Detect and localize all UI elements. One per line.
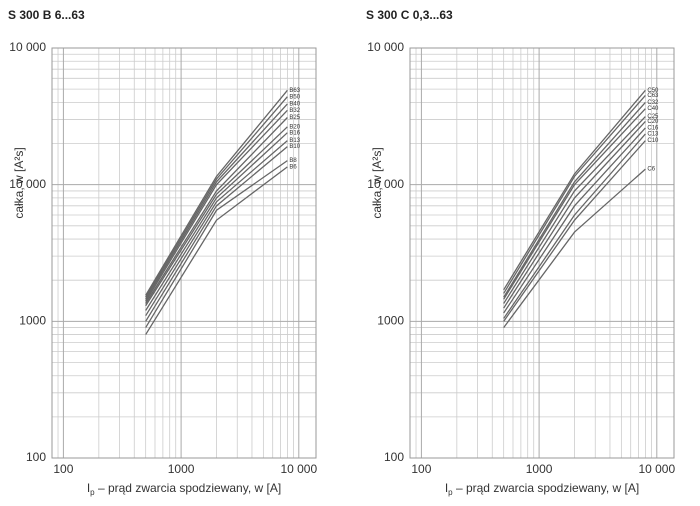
- chart-title: S 300 C 0,3...63: [366, 8, 453, 22]
- y-axis-label: całka, w [A²s]: [370, 147, 384, 218]
- series-line: [503, 94, 646, 294]
- series-label: C20: [647, 119, 659, 125]
- x-label-main: I: [445, 481, 448, 495]
- x-tick-label: 100: [53, 462, 73, 476]
- series-line: [145, 126, 288, 307]
- series-label: B8: [289, 158, 297, 164]
- series-line: [503, 108, 646, 300]
- series-line: [503, 89, 646, 291]
- plot-frame: [409, 47, 675, 459]
- series-label: B16: [289, 130, 300, 136]
- series-label: B6: [289, 164, 297, 170]
- series-line: [145, 160, 288, 328]
- series-line: [145, 132, 288, 311]
- y-tick-label: 10 000: [9, 40, 46, 54]
- y-axis-label: całka, w [A²s]: [12, 147, 26, 218]
- series-label: C63: [647, 93, 659, 99]
- chart-title: S 300 B 6...63: [8, 8, 85, 22]
- y-tick-label: 10 000: [367, 40, 404, 54]
- y-tick-label: 100: [26, 450, 46, 464]
- series-line: [503, 127, 646, 314]
- series-line: [503, 116, 646, 304]
- series-line: [503, 168, 646, 328]
- x-label-main: I: [87, 481, 90, 495]
- series-line: [145, 140, 288, 317]
- chart: S 300 C 0,3...63 100 1000 10 000 100 1000 10 0…: [366, 8, 675, 497]
- series-line: [503, 140, 646, 322]
- x-axis-label: Ip – prąd zwarcia spodziewany, w [A]: [445, 481, 639, 497]
- series-label: C10: [647, 138, 659, 144]
- series-label: B20: [289, 124, 300, 130]
- series-label: C25: [647, 114, 659, 120]
- series-label: B63: [289, 88, 300, 94]
- series-label: C16: [647, 126, 659, 132]
- x-tick-label: 1000: [526, 462, 553, 476]
- series-label: C40: [647, 106, 659, 112]
- series-line: [145, 96, 288, 298]
- y-tick-label: 100: [384, 450, 404, 464]
- series-line: [145, 117, 288, 304]
- x-tick-label: 10 000: [638, 462, 675, 476]
- y-tick-label: 10 000: [9, 177, 46, 191]
- x-tick-label: 10 000: [280, 462, 317, 476]
- series-line: [503, 121, 646, 309]
- y-tick-label: 10 000: [367, 177, 404, 191]
- series-label: C13: [647, 132, 659, 138]
- series-line: [503, 101, 646, 298]
- x-tick-label: 100: [411, 462, 431, 476]
- y-tick-label: 1000: [377, 314, 404, 328]
- series-label: C50: [647, 88, 659, 94]
- series-label: B10: [289, 144, 300, 150]
- series-line: [503, 133, 646, 319]
- series-label: C6: [647, 167, 655, 173]
- plot-frame: [51, 47, 317, 459]
- series-label: B50: [289, 94, 300, 100]
- series-label: B13: [289, 138, 300, 144]
- series-line: [145, 166, 288, 335]
- x-axis-label: Ip – prąd zwarcia spodziewany, w [A]: [87, 481, 281, 497]
- series-line: [145, 109, 288, 302]
- series-line: [145, 89, 288, 296]
- y-tick-label: 1000: [19, 314, 46, 328]
- series-label: C32: [647, 100, 659, 106]
- x-label-sub: p: [90, 488, 95, 497]
- series-line: [145, 146, 288, 322]
- series-line: [145, 103, 288, 300]
- x-label-rest: – prąd zwarcia spodziewany, w [A]: [95, 481, 282, 495]
- series-label: B40: [289, 101, 300, 107]
- x-label-rest: – prąd zwarcia spodziewany, w [A]: [453, 481, 640, 495]
- x-tick-label: 1000: [168, 462, 195, 476]
- series-label: B25: [289, 115, 300, 121]
- chart: S 300 B 6...63 100 1000 10 000 100 1000 10 000…: [8, 8, 317, 497]
- series-label: B32: [289, 108, 300, 114]
- x-label-sub: p: [448, 488, 453, 497]
